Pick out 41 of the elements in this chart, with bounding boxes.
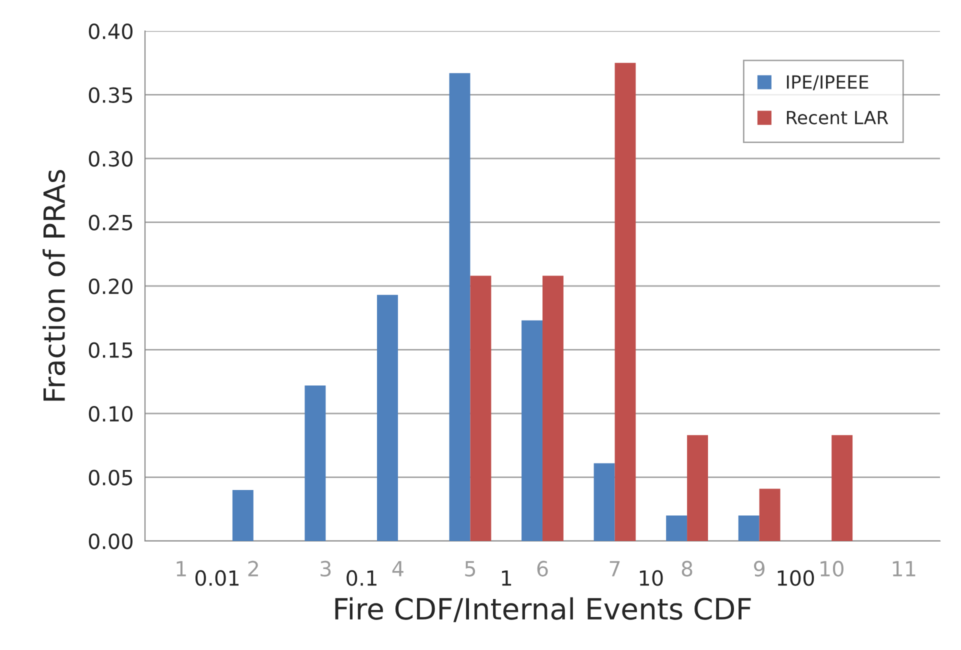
y-tick-label: 0.35	[88, 87, 132, 103]
y-axis-title: Fraction of PRAs	[42, 170, 66, 401]
x-axis-title: Fire CDF/Internal Events CDF	[335, 597, 751, 622]
y-tick-label: 0.40	[88, 23, 133, 40]
y-tick-label: 0.30	[88, 150, 133, 167]
bar	[449, 73, 470, 541]
legend-label: IPE/IPEEE	[786, 75, 868, 90]
x-tick-label: 7	[610, 561, 620, 576]
text: 0.1	[346, 570, 376, 586]
x-tick-label: 3	[320, 560, 331, 577]
bar	[304, 385, 326, 541]
bar	[232, 490, 254, 541]
y-tick-label: 0.10	[88, 406, 133, 422]
x-tick-label: 4	[392, 561, 404, 576]
x-tick-label: 11	[892, 561, 916, 576]
y-tick-label: 0.15	[88, 342, 132, 358]
text: 0.01	[195, 570, 239, 586]
bar	[376, 294, 398, 541]
bar	[666, 516, 688, 541]
bar	[542, 276, 564, 541]
bar	[594, 463, 615, 541]
bar	[738, 516, 760, 541]
bar	[614, 62, 636, 541]
x-tick-label: 6	[537, 560, 548, 577]
bar	[759, 488, 780, 541]
bar	[522, 320, 542, 541]
y-tick-label: 0.20	[88, 278, 133, 294]
y-tick-label: 0.00	[88, 533, 133, 550]
x-tick-label: 1	[176, 561, 186, 576]
bar	[470, 276, 492, 541]
x-tick-label: 10	[820, 560, 844, 577]
x-tick-label: 2	[248, 560, 258, 576]
y-tick-label: 0.25	[88, 214, 132, 230]
text: 100	[778, 570, 814, 586]
x-tick-label: 9	[754, 560, 764, 577]
x-tick-label: 5	[465, 561, 476, 577]
bar	[832, 435, 853, 541]
bar	[687, 435, 708, 541]
x-tick-label: 8	[682, 560, 692, 577]
y-tick-label: 0.05	[88, 470, 132, 486]
legend-label: Recent LAR	[786, 110, 888, 124]
